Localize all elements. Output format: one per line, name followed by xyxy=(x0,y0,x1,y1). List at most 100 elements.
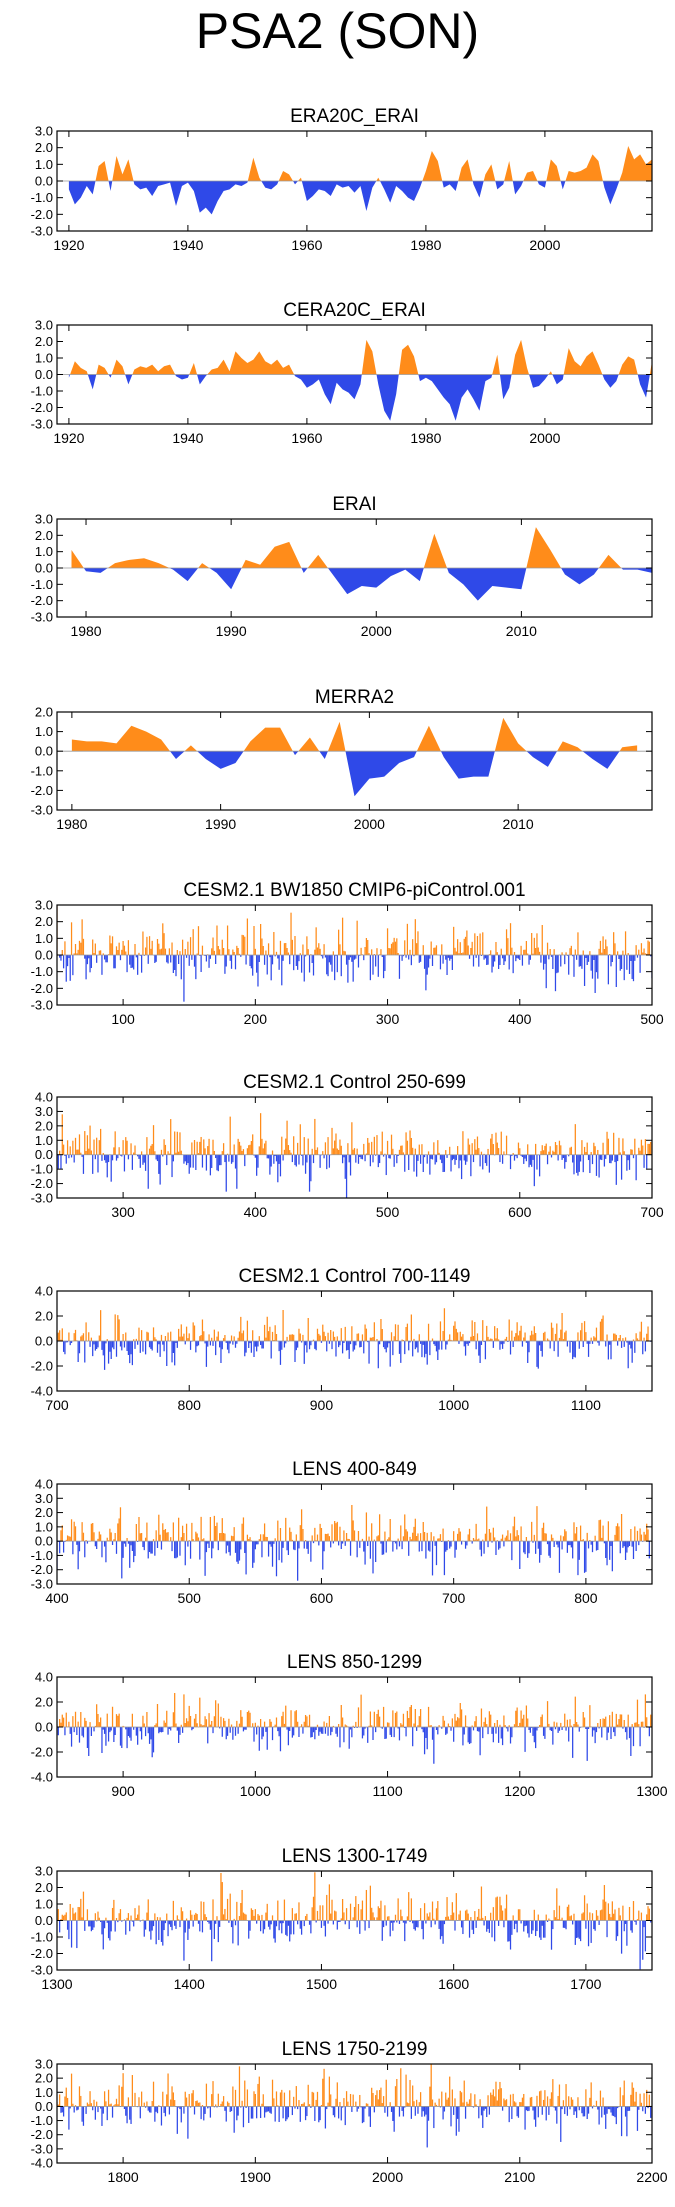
y-tick-label: -2.0 xyxy=(31,207,53,222)
bar xyxy=(278,2106,280,2122)
bar xyxy=(134,1341,136,1349)
bar xyxy=(289,1527,291,1542)
bar xyxy=(154,1913,156,1921)
bar xyxy=(624,2106,627,2117)
bar xyxy=(338,1724,340,1727)
bar xyxy=(561,1541,563,1550)
bar xyxy=(476,936,479,955)
bar xyxy=(293,2096,295,2107)
bar xyxy=(517,1535,520,1542)
bar xyxy=(406,2102,409,2107)
bar xyxy=(131,1541,133,1551)
bar xyxy=(523,1920,525,1932)
bar xyxy=(479,933,481,955)
bar xyxy=(605,1341,607,1347)
bar xyxy=(139,1154,141,1168)
bar xyxy=(598,948,600,955)
bar xyxy=(430,1154,432,1159)
bar xyxy=(635,1154,637,1181)
bar xyxy=(96,2101,98,2107)
bar xyxy=(647,1906,649,1921)
x-tick-label: 1900 xyxy=(240,2169,271,2185)
bar xyxy=(594,1920,596,1931)
bar xyxy=(295,1154,297,1167)
bar xyxy=(365,1153,368,1155)
bar xyxy=(240,1316,242,1342)
bar xyxy=(304,1540,307,1542)
x-tick-label: 800 xyxy=(574,1590,598,1606)
bar xyxy=(620,1514,623,1542)
bar xyxy=(277,955,279,959)
bar xyxy=(252,2106,254,2119)
bar xyxy=(234,1541,237,1553)
bar xyxy=(159,1534,161,1542)
bar xyxy=(421,1541,423,1552)
bar xyxy=(167,1727,169,1735)
bar xyxy=(602,1525,604,1542)
bar xyxy=(646,1717,648,1727)
bar xyxy=(435,945,438,955)
bar xyxy=(454,1713,456,1728)
y-tick-label: 2.0 xyxy=(35,334,53,349)
bar xyxy=(293,1541,295,1550)
bar xyxy=(521,1154,524,1158)
bar xyxy=(492,955,494,967)
bar xyxy=(364,1324,366,1341)
bar xyxy=(135,955,137,958)
bar xyxy=(501,1154,504,1164)
bar xyxy=(326,1894,328,1921)
bar xyxy=(356,1727,358,1728)
bar xyxy=(271,1541,274,1567)
bar xyxy=(377,955,379,977)
bar xyxy=(211,1337,213,1341)
bar xyxy=(549,1146,551,1155)
bar xyxy=(418,2102,420,2107)
bar xyxy=(574,1533,576,1542)
bar xyxy=(595,1910,598,1921)
bar xyxy=(398,2106,401,2117)
x-tick-label: 1920 xyxy=(53,430,84,446)
bar xyxy=(271,1331,274,1342)
bar xyxy=(470,1727,472,1744)
bar xyxy=(449,1541,451,1549)
bar xyxy=(319,1727,321,1732)
bar xyxy=(472,1538,475,1542)
bar xyxy=(480,1541,483,1557)
bar xyxy=(171,1541,173,1552)
bar xyxy=(360,1341,362,1347)
bar xyxy=(326,1341,328,1352)
bar xyxy=(164,1336,167,1341)
bar xyxy=(622,1541,624,1548)
bar xyxy=(497,1339,500,1342)
bar xyxy=(266,1537,268,1542)
bar xyxy=(312,1339,315,1342)
bar xyxy=(299,1525,301,1542)
bar xyxy=(451,1154,453,1161)
bar xyxy=(562,1339,565,1342)
bar xyxy=(208,2106,210,2108)
bar xyxy=(191,1914,193,1921)
bar xyxy=(159,1917,161,1921)
bar xyxy=(285,943,287,955)
bar xyxy=(259,1341,262,1345)
bar xyxy=(254,1154,256,1158)
bar xyxy=(499,1724,501,1727)
bar xyxy=(88,955,90,959)
bar xyxy=(105,955,107,963)
bar xyxy=(484,1533,487,1542)
bar xyxy=(367,1137,369,1155)
bar xyxy=(573,955,575,977)
bar xyxy=(369,1337,371,1342)
bar xyxy=(129,1541,131,1568)
bar xyxy=(390,1920,393,1923)
bar xyxy=(265,1727,267,1732)
panel-title: CESM2.1 Control 700-1149 xyxy=(239,1266,471,1287)
bar xyxy=(252,955,254,976)
bar xyxy=(98,1140,100,1155)
bar xyxy=(414,1341,416,1350)
bar xyxy=(611,955,613,962)
bar xyxy=(544,1331,546,1341)
bar xyxy=(501,1341,504,1349)
bar xyxy=(73,1727,75,1733)
bar xyxy=(520,1920,522,1924)
